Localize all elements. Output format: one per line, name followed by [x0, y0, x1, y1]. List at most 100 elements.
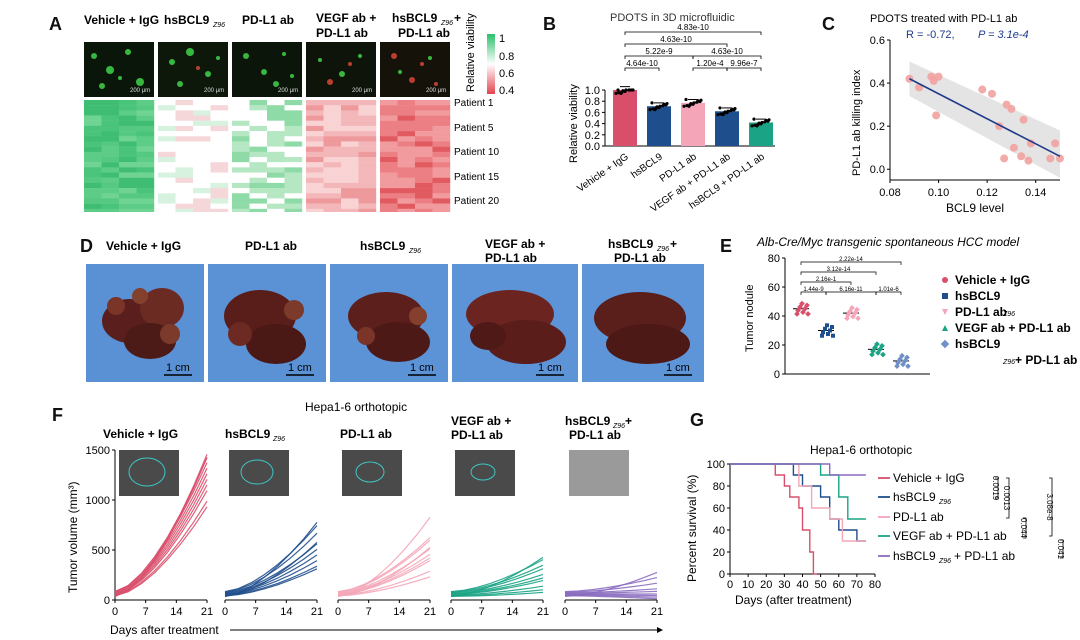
heatmap-cell: [323, 167, 342, 173]
heatmap-cell: [84, 146, 102, 153]
heatmap-cell: [193, 100, 211, 106]
e-point: [823, 326, 827, 331]
heatmap-cell: [136, 115, 155, 121]
heatmap-cell: [341, 162, 359, 168]
f-tumor-outline: [470, 463, 496, 481]
heatmap-cell: [193, 203, 211, 210]
b-pvalue: 5.22e-9: [645, 47, 673, 56]
g-y-tick-label: 100: [707, 459, 725, 471]
heatmap-cell: [415, 146, 433, 153]
heatmap-cell: [380, 136, 398, 142]
heatmap-cell: [175, 125, 194, 132]
heatmap-cell: [136, 131, 155, 137]
heatmap-cell: [284, 162, 303, 168]
a-label-pdl1: PD-L1 ab: [242, 13, 294, 27]
heatmap-cell: [358, 193, 377, 199]
heatmap-cell: [267, 203, 285, 210]
heatmap-cell: [341, 141, 359, 147]
heatmap-cell: [284, 203, 303, 210]
heatmap-cell: [397, 162, 416, 168]
heatmap-cell: [158, 188, 176, 194]
b-point: [721, 113, 725, 117]
b-pvalue: 4.63e-10: [711, 47, 743, 56]
g-x-tick-label: 60: [833, 579, 845, 591]
a-scalebar-2: 200 μm: [204, 88, 224, 94]
heatmap-cell: [432, 193, 451, 199]
heatmap-cell: [136, 125, 155, 132]
g-survival-curve: [730, 463, 866, 542]
heatmap-cell: [380, 115, 398, 121]
f-x-tick-label: 0: [448, 606, 454, 618]
f-growth-curve: [450, 591, 544, 597]
heatmap-cell: [193, 193, 211, 199]
heatmap-cell: [101, 172, 120, 178]
panel-c-chart: PDOTS treated with PD-L1 ab R = -0.72, P =…: [851, 13, 1064, 215]
f-y-tick-label: 500: [92, 545, 110, 557]
heatmap-cell: [306, 203, 324, 210]
heatmap-cell: [397, 188, 416, 194]
heatmap-cell: [415, 177, 433, 184]
e-legend-label: VEGF ab + PD-L1 ab: [955, 321, 1071, 335]
f-y-tick-label: 1000: [86, 495, 110, 507]
heatmap-cell: [210, 188, 229, 194]
b-y-tick-label: 0.0: [585, 141, 600, 153]
b-point: [750, 124, 754, 128]
b-bracket: [624, 43, 728, 47]
heatmap-cell: [84, 198, 102, 204]
heatmap-cell: [175, 157, 194, 163]
f-label-vegf-pdl1: PD-L1 ab: [451, 428, 503, 442]
f-title: Hepa1-6 orthotopic: [305, 400, 407, 414]
heatmap-cell: [380, 188, 398, 194]
g-x-label: Days (after treatment): [735, 593, 852, 607]
panel-f-chart: Hepa1-6 orthotopic Tumor volume (mm³) Vehi…: [66, 400, 663, 637]
heatmap-cell: [306, 120, 324, 127]
heatmap-cell: [232, 203, 250, 210]
d-scale-1: 1 cm: [166, 362, 190, 374]
heatmap-cell: [249, 182, 268, 189]
heatmap-cell: [136, 110, 155, 116]
heatmap-cell: [323, 151, 342, 158]
heatmap-cell: [175, 115, 194, 121]
b-point: [725, 111, 729, 115]
heatmap-cell: [193, 162, 211, 168]
heatmap-cell: [341, 100, 359, 106]
a-micrograph-5: [380, 42, 450, 97]
c-point: [1056, 154, 1064, 163]
c-ci-band: [909, 61, 1060, 178]
c-stat-p: P = 3.1e-4: [978, 29, 1029, 41]
heatmap-cell: [306, 110, 324, 116]
heatmap-cell: [397, 172, 416, 178]
heatmap-cell: [249, 157, 268, 163]
heatmap-cell: [358, 146, 377, 153]
heatmap-cell: [210, 208, 229, 212]
heatmap-cell: [119, 162, 137, 168]
e-pvalue: 6.16e-11: [839, 287, 863, 293]
heatmap-cell: [158, 208, 176, 212]
f-growth-curve: [450, 577, 544, 595]
heatmap-cell: [101, 115, 120, 121]
heatmap-cell: [397, 110, 416, 116]
a-legend-tick-2: 0.8: [499, 51, 514, 63]
heatmap-cell: [249, 193, 268, 199]
panel-a-letter: A: [49, 14, 62, 34]
heatmap-cell: [397, 120, 416, 127]
b-y-label: Relative viability: [568, 84, 580, 163]
d-label-pdl1: PD-L1 ab: [245, 239, 297, 253]
heatmap-cell: [380, 125, 398, 132]
g-x-tick-label: 0: [727, 579, 733, 591]
heatmap-cell: [119, 110, 137, 116]
c-x-tick-label: 0.08: [879, 187, 900, 199]
heatmap-cell: [193, 136, 211, 142]
heatmap-cell: [284, 141, 303, 147]
b-bracket: [624, 67, 660, 71]
heatmap-cell: [267, 193, 285, 199]
heatmap-cell: [119, 208, 137, 212]
heatmap-cell: [415, 141, 433, 147]
heatmap-cell: [119, 157, 137, 163]
b-point: [752, 117, 756, 121]
a-legend-bar: [487, 34, 495, 94]
e-legend-label: hsBCL9: [955, 289, 1001, 303]
heatmap-cell: [358, 151, 377, 158]
b-bracket: [692, 67, 728, 71]
g-x-tick-label: 80: [869, 579, 881, 591]
